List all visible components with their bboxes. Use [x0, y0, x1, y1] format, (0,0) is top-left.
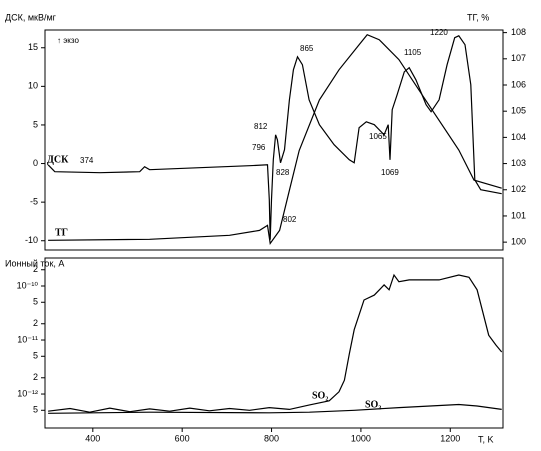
- annotation: 828: [276, 168, 290, 177]
- x-axis-title: T, K: [478, 434, 494, 444]
- y2-tick-label: 102: [511, 184, 526, 194]
- y-tick-label: 10⁻¹¹: [17, 334, 38, 344]
- y-tick-label: 5: [33, 297, 38, 307]
- y-tick-label: 2: [33, 372, 38, 382]
- x-tick-label: 1000: [351, 433, 371, 443]
- annotation: 802: [283, 215, 297, 224]
- y-tick-label: 10: [28, 81, 38, 91]
- annotation: 1220: [430, 28, 448, 37]
- series-label: SO₃: [365, 399, 381, 410]
- series-label: ТГ: [55, 227, 68, 238]
- y2-tick-label: 103: [511, 158, 526, 168]
- x-tick-label: 800: [264, 433, 279, 443]
- annotation: 1105: [404, 48, 422, 57]
- y2-tick-label: 107: [511, 53, 526, 63]
- y-axis-title: ДСК, мкВ/мг: [5, 12, 57, 22]
- data-line: [47, 35, 502, 240]
- data-line: [48, 273, 503, 413]
- y2-tick-label: 104: [511, 132, 526, 142]
- y-tick-label: 2: [33, 318, 38, 328]
- data-line: [48, 33, 502, 246]
- series-label: ДСК: [47, 154, 69, 165]
- annotation: 374: [80, 156, 94, 165]
- y-tick-label: -10: [25, 235, 38, 245]
- annotation: 796: [252, 143, 266, 152]
- bottom-frame: [44, 257, 504, 429]
- y2-axis-title: ТГ, %: [467, 12, 489, 22]
- y2-tick-label: 101: [511, 210, 526, 220]
- annotation: 1069: [381, 168, 399, 177]
- y-tick-label: 10⁻¹²: [17, 388, 38, 398]
- y-tick-label: 5: [33, 351, 38, 361]
- y2-tick-label: 100: [511, 237, 526, 247]
- x-tick-label: 600: [175, 433, 190, 443]
- annotation: 1065: [369, 132, 387, 141]
- data-line: [48, 403, 502, 414]
- y-tick-label: 5: [33, 405, 38, 415]
- y-tick-label: 15: [28, 42, 38, 52]
- annotation: 865: [300, 44, 314, 53]
- y2-tick-label: 106: [511, 79, 526, 89]
- y2-tick-label: 105: [511, 106, 526, 116]
- annotation: ↑ экзо: [57, 36, 79, 45]
- y2-tick-label: 108: [511, 27, 526, 37]
- y-tick-label: 10⁻¹⁰: [17, 280, 39, 290]
- y-axis-title: Ионный ток, А: [5, 258, 64, 268]
- x-tick-label: 1200: [440, 433, 460, 443]
- y-tick-label: -5: [30, 197, 38, 207]
- top-frame: [44, 29, 504, 251]
- series-label: SO₂: [312, 390, 328, 401]
- x-tick-label: 400: [85, 433, 100, 443]
- y-tick-label: 5: [33, 119, 38, 129]
- y-tick-label: 2: [33, 264, 38, 274]
- annotation: 812: [254, 122, 268, 131]
- y-tick-label: 0: [33, 158, 38, 168]
